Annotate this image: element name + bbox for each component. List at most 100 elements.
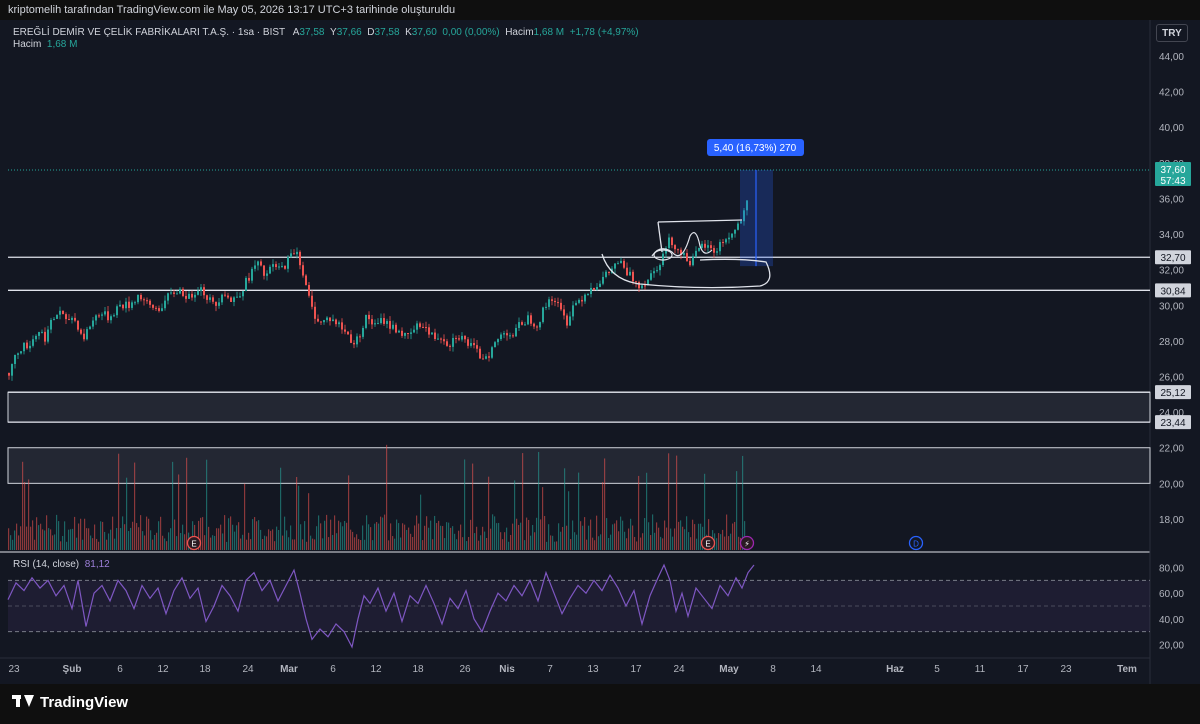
drawing-ellipse[interactable] — [653, 249, 673, 261]
candle — [560, 302, 562, 310]
volume-bar — [566, 525, 568, 550]
footer — [0, 684, 1200, 724]
candle — [629, 271, 631, 276]
candle — [689, 260, 691, 266]
candle — [365, 314, 367, 328]
drawing-path[interactable] — [601, 219, 771, 289]
volume-bar — [370, 527, 372, 550]
time-tick-label: 14 — [810, 664, 822, 675]
currency-button[interactable]: TRY — [1156, 24, 1188, 42]
candle — [308, 284, 310, 296]
volume-bar — [382, 517, 384, 550]
level-price-tag[interactable] — [1155, 250, 1191, 265]
volume-legend-value: 1,68 M — [46, 39, 78, 50]
candle — [458, 338, 460, 340]
rsi-line[interactable] — [7, 563, 755, 649]
candle — [35, 335, 37, 340]
volume-bar — [724, 536, 726, 550]
candle — [257, 261, 259, 266]
candle — [128, 301, 130, 308]
candle — [182, 288, 184, 296]
time-tick-label: 11 — [975, 664, 986, 675]
volume-bar — [738, 536, 740, 550]
volume-bar — [442, 526, 444, 550]
candle — [581, 299, 583, 302]
candle — [98, 315, 100, 317]
candle — [377, 323, 379, 325]
chart-frame[interactable] — [0, 20, 1200, 684]
candle — [170, 292, 172, 294]
volume-bar — [728, 536, 730, 550]
volume-bar — [52, 535, 54, 550]
last-price-label: 37,60 — [1160, 165, 1185, 176]
volume-bar — [500, 532, 502, 550]
volume-bar — [482, 526, 484, 550]
volume-bar — [516, 518, 518, 550]
drawing-wave[interactable] — [651, 232, 713, 257]
volume-bar — [176, 536, 178, 550]
candle — [740, 221, 742, 224]
volume-bar — [412, 536, 414, 550]
volume-bar — [284, 516, 286, 550]
volume-bar — [132, 521, 134, 550]
level-price-tag[interactable] — [1155, 415, 1191, 430]
candle — [167, 293, 169, 301]
volume-bar — [658, 527, 660, 550]
candle — [68, 319, 70, 321]
event-marker-icon[interactable] — [700, 535, 716, 551]
level-price-label: 25,12 — [1160, 388, 1185, 399]
candle — [149, 300, 151, 305]
candle — [725, 239, 727, 243]
volume-bar — [744, 521, 746, 550]
volume-bar — [522, 453, 524, 550]
volume-bar — [218, 528, 220, 550]
volume-bar — [420, 494, 422, 550]
zone-rect[interactable] — [7, 391, 1151, 423]
candle — [647, 279, 649, 286]
candle — [599, 283, 601, 288]
volume-bar — [210, 537, 212, 550]
volume-bar — [366, 515, 368, 550]
volume-bar — [192, 521, 194, 550]
candle — [530, 315, 532, 324]
volume-bar — [258, 520, 260, 550]
volume-bar — [160, 516, 162, 550]
volume-bar — [204, 535, 206, 550]
volume-bar — [428, 527, 430, 550]
volume-bar — [130, 527, 132, 550]
volume-bar — [114, 538, 116, 550]
level-price-tag[interactable] — [1155, 283, 1191, 298]
volume-legend[interactable]: Hacim 1,68 M — [13, 39, 77, 50]
volume-bar — [620, 516, 622, 550]
event-marker-icon[interactable] — [186, 535, 202, 551]
measure-label-box[interactable] — [707, 139, 804, 156]
volume-bar — [156, 532, 158, 550]
volume-bar — [606, 518, 608, 550]
volume-bar — [112, 516, 114, 550]
candle — [383, 318, 385, 324]
volume-bar — [456, 539, 458, 550]
time-tick-label: 12 — [157, 664, 169, 675]
volume-bar — [530, 535, 532, 550]
symbol-name[interactable]: EREĞLİ DEMİR VE ÇELİK FABRİKALARI T.A.Ş.… — [13, 27, 285, 38]
candle — [632, 271, 634, 282]
volume-bar — [26, 526, 28, 550]
event-marker-icon[interactable] — [908, 535, 924, 551]
event-marker-icon[interactable] — [739, 535, 755, 551]
rsi-legend[interactable]: RSI (14, close) 81,12 — [13, 559, 110, 570]
event-marker-label: E — [191, 540, 196, 549]
level-price-tag[interactable] — [1155, 385, 1191, 400]
candle — [713, 248, 715, 253]
volume-bar — [592, 537, 594, 550]
volume-bar — [696, 538, 698, 550]
volume-bar — [14, 530, 16, 550]
candle — [701, 243, 703, 248]
candle — [53, 318, 55, 320]
last-price-tag[interactable] — [1155, 161, 1191, 186]
brand[interactable]: TradingView — [12, 690, 128, 714]
candle — [344, 329, 346, 332]
volume-bar — [102, 521, 104, 550]
volume-bar — [610, 534, 612, 550]
candle — [86, 329, 88, 340]
